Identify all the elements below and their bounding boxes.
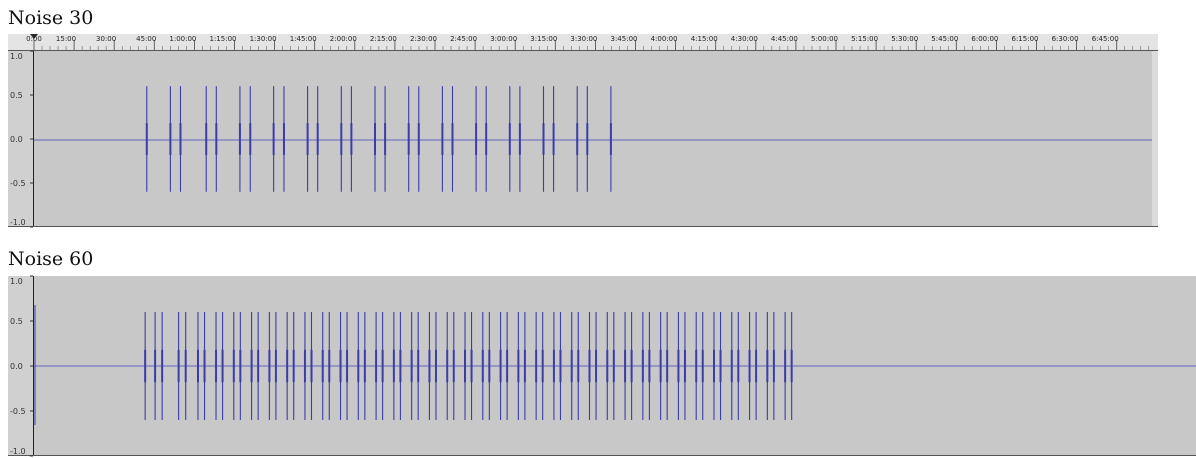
- noise-60-track: 1.0 0.5 0.0 -0.5 -1.0: [8, 275, 1196, 457]
- ruler-time-label: 2:15:00: [370, 35, 397, 43]
- ruler-time-label: 3:15:00: [530, 35, 557, 43]
- ruler-time-label: 6:15:00: [1012, 35, 1039, 43]
- ruler-time-label: 5:30:00: [891, 35, 918, 43]
- y-tick-label: -0.5: [10, 407, 26, 416]
- ruler-time-label: 6:45:00: [1092, 35, 1119, 43]
- panel-title-noise-60: Noise 60: [8, 248, 94, 270]
- y-tick-label: 1.0: [10, 52, 23, 61]
- ruler-time-label: 4:30:00: [731, 35, 758, 43]
- ruler-time-label: 3:45:00: [611, 35, 638, 43]
- waveform-area[interactable]: [34, 51, 1152, 227]
- y-axis: 1.0 0.5 0.0 -0.5 -1.0: [10, 50, 33, 228]
- waveform-end-margin: [1152, 51, 1158, 227]
- vertical-scale-edge: [33, 276, 34, 456]
- vertical-scale: [8, 276, 34, 456]
- timeline-ruler-labels: 0:00 15:00 30:00 45:00 1:00:00 1:15:00 1:30:00…: [26, 35, 1119, 43]
- ruler-time-label: 30:00: [96, 35, 116, 43]
- ruler-time-label: 5:45:00: [931, 35, 958, 43]
- ruler-time-label: 3:00:00: [490, 35, 517, 43]
- ruler-time-label: 2:45:00: [450, 35, 477, 43]
- timeline-ruler-ticks: [30, 34, 1150, 50]
- ruler-divider: [8, 50, 1158, 52]
- y-tick-label: 1.0: [10, 277, 23, 286]
- vertical-scale-edge: [33, 51, 34, 227]
- vertical-scale: [8, 51, 34, 227]
- playhead-marker[interactable]: [30, 34, 38, 39]
- ruler-time-label: 4:00:00: [651, 35, 678, 43]
- waveform-bursts: [34, 305, 793, 425]
- ruler-time-label: 0:00: [26, 35, 42, 43]
- y-axis: 1.0 0.5 0.0 -0.5 -1.0: [10, 275, 33, 457]
- y-tick-label: 0.0: [10, 135, 23, 144]
- waveform-bursts: [145, 86, 612, 192]
- panel-title-noise-30: Noise 30: [8, 7, 94, 29]
- ruler-time-label: 2:30:00: [410, 35, 437, 43]
- y-tick-label: -1.0: [10, 447, 26, 456]
- timeline-ruler[interactable]: [8, 34, 1158, 50]
- ruler-time-label: 6:30:00: [1052, 35, 1079, 43]
- y-tick-label: 0.5: [10, 317, 23, 326]
- ruler-time-label: 3:30:00: [570, 35, 597, 43]
- ruler-time-label: 2:00:00: [330, 35, 357, 43]
- ruler-time-label: 15:00: [56, 35, 76, 43]
- y-tick-label: 0.0: [10, 362, 23, 371]
- ruler-time-label: 6:00:00: [971, 35, 998, 43]
- y-tick-label: -1.0: [10, 218, 26, 227]
- ruler-time-label: 1:45:00: [290, 35, 317, 43]
- ruler-time-label: 1:00:00: [169, 35, 196, 43]
- ruler-time-label: 1:30:00: [250, 35, 277, 43]
- ruler-time-label: 5:15:00: [851, 35, 878, 43]
- y-tick-label: -0.5: [10, 179, 26, 188]
- ruler-time-label: 1:15:00: [210, 35, 237, 43]
- ruler-time-label: 4:45:00: [771, 35, 798, 43]
- ruler-time-label: 45:00: [136, 35, 156, 43]
- y-tick-label: 0.5: [10, 91, 23, 100]
- track-bottom-border: [8, 226, 1158, 227]
- ruler-time-label: 4:15:00: [691, 35, 718, 43]
- ruler-time-label: 5:00:00: [811, 35, 838, 43]
- noise-30-track: 0:00 15:00 30:00 45:00 1:00:00 1:15:00 1:30:00…: [8, 34, 1158, 228]
- track-bottom-border: [8, 455, 1196, 456]
